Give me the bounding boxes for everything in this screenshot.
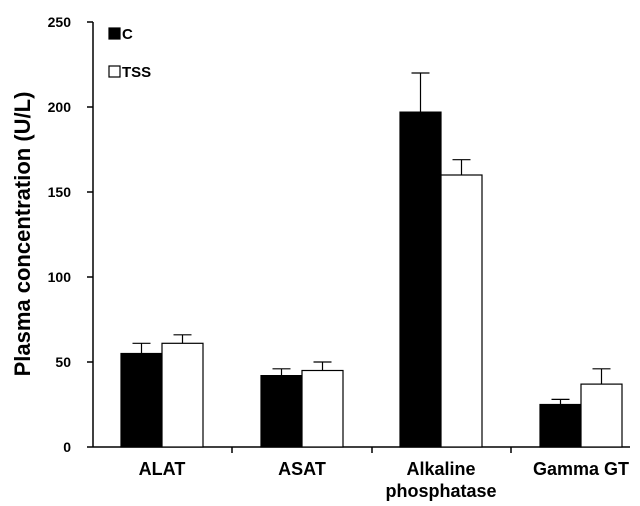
bar-c xyxy=(260,375,303,448)
category-label: ASAT xyxy=(278,459,326,479)
y-tick-label: 100 xyxy=(48,269,72,285)
y-tick-label: 150 xyxy=(48,184,72,200)
bar-tss xyxy=(580,383,623,448)
legend: C TSS xyxy=(108,26,151,81)
bar-tss xyxy=(301,369,344,448)
legend-swatch-tss xyxy=(108,65,121,78)
bar-tss xyxy=(440,174,483,448)
y-tick-label: 50 xyxy=(55,354,71,370)
y-tick-label: 250 xyxy=(48,14,72,30)
category-label: phosphatase xyxy=(385,481,496,501)
category-label: Alkaline xyxy=(406,459,475,479)
y-tick-label: 0 xyxy=(63,439,71,455)
y-tick-label: 200 xyxy=(48,99,72,115)
bar-c xyxy=(120,352,163,448)
y-ticks: 0 50 100 150 200 250 xyxy=(48,14,93,455)
category-label: Gamma GT xyxy=(533,459,629,479)
bar-c xyxy=(399,111,442,448)
bars xyxy=(120,72,623,448)
bar-tss xyxy=(161,342,204,448)
y-axis-label: Plasma concentration (U/L) xyxy=(10,92,35,377)
legend-swatch-c xyxy=(108,27,121,40)
bar-c xyxy=(539,403,582,448)
legend-label-c: C xyxy=(122,26,133,43)
legend-label-tss: TSS xyxy=(122,64,151,81)
category-label: ALAT xyxy=(139,459,186,479)
